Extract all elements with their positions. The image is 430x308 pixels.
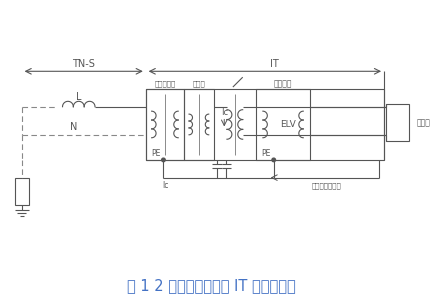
Text: L: L bbox=[76, 92, 81, 102]
Text: PE: PE bbox=[150, 149, 160, 159]
Text: TN-S: TN-S bbox=[72, 59, 95, 69]
Text: 局部等电位联结: 局部等电位联结 bbox=[311, 182, 341, 189]
Circle shape bbox=[271, 158, 275, 162]
Text: 图 1 2 类医疗场所内的 IT 系统示意图: 图 1 2 类医疗场所内的 IT 系统示意图 bbox=[127, 278, 295, 294]
Bar bbox=[184, 89, 213, 160]
Text: Ic: Ic bbox=[220, 108, 227, 117]
Text: IT: IT bbox=[270, 59, 279, 69]
Bar bbox=[255, 89, 310, 160]
Circle shape bbox=[161, 158, 165, 162]
Text: ELV: ELV bbox=[280, 120, 295, 129]
Text: PE: PE bbox=[261, 149, 270, 159]
Text: 隔离变压器: 隔离变压器 bbox=[154, 81, 175, 87]
Bar bbox=[145, 89, 383, 160]
Text: 配电箱: 配电箱 bbox=[192, 81, 205, 87]
Text: 手术设备: 手术设备 bbox=[273, 79, 292, 89]
Bar bbox=[385, 104, 408, 141]
Bar bbox=[145, 89, 184, 160]
Text: 手术刀: 手术刀 bbox=[415, 118, 430, 127]
Bar bbox=[15, 178, 28, 205]
Text: Ic: Ic bbox=[162, 181, 168, 190]
Text: N: N bbox=[70, 122, 77, 132]
